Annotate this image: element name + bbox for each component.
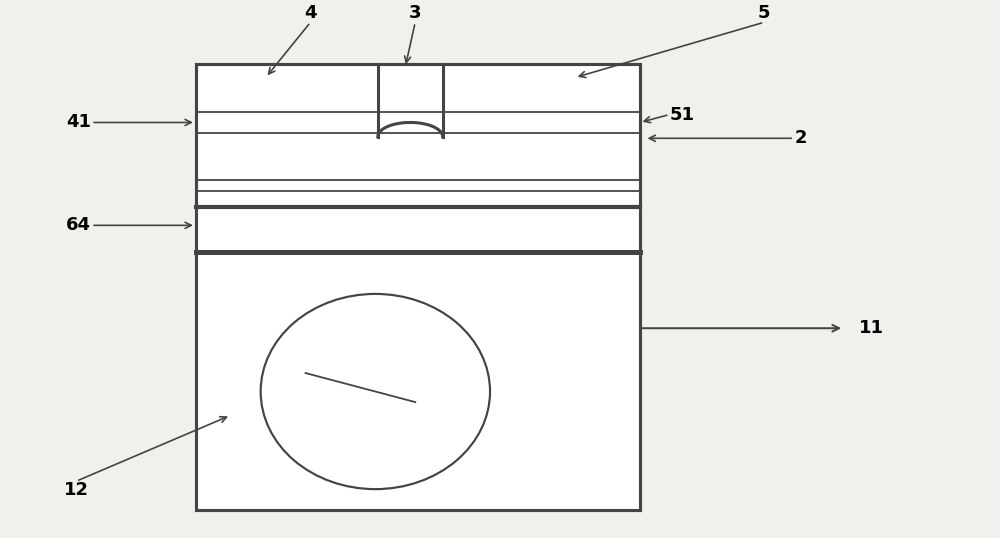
Text: 41: 41 [66,114,91,131]
Text: 51: 51 [670,105,695,124]
Text: 3: 3 [409,4,421,22]
Text: 64: 64 [66,216,91,235]
Text: 2: 2 [794,129,807,147]
Text: 11: 11 [859,319,884,337]
Text: 5: 5 [758,4,771,22]
Ellipse shape [261,294,490,489]
Text: 4: 4 [304,4,317,22]
Bar [196,65,640,510]
Bar [196,65,640,510]
Text: 12: 12 [64,481,89,499]
